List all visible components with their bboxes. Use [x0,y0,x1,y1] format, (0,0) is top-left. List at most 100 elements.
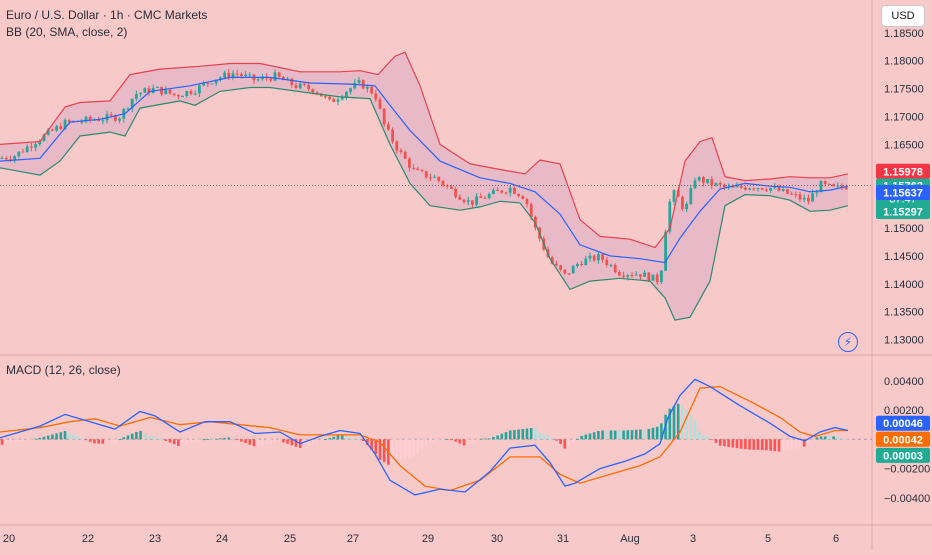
macd-histogram-bar [349,436,352,440]
macd-histogram-bar [290,439,294,446]
candle-body [17,151,21,157]
macd-histogram-bar [126,435,130,440]
time-tick-label: 22 [82,533,94,545]
macd-histogram-bar [412,439,415,457]
candle-body [819,181,823,193]
candle-body [336,99,340,102]
macd-histogram-bar [462,439,466,446]
candle-body [240,74,243,76]
macd-histogram-bar [231,438,235,440]
candle-body [765,189,768,191]
macd-histogram-bar [324,439,327,440]
candle-body [450,186,453,189]
time-tick-label: 29 [422,533,434,545]
macd-histogram-bar [723,439,726,447]
macd-histogram-bar [269,439,273,444]
candle-body [601,254,604,260]
candle-body [248,74,252,76]
macd-histogram-bar [38,437,42,440]
macd-histogram-bar [374,439,378,454]
macd-histogram-bar [93,439,96,444]
macd-histogram-bar [172,439,176,445]
candle-body [815,192,819,194]
macd-histogram-bar [441,439,445,441]
candle-body [664,231,667,271]
macd-histogram-bar [303,439,306,447]
candle-body [235,73,239,75]
macd-histogram-bar [227,437,231,440]
bb-lower-line [0,86,849,321]
macd-histogram-bar [88,439,92,442]
candle-body [202,83,205,86]
candle-body [823,181,827,184]
candle-body [844,187,848,190]
macd-histogram-bar [836,437,840,440]
candle-body [828,183,831,185]
candle-body [193,93,197,95]
macd-histogram-bar [529,428,533,440]
macd-histogram-bar [311,439,315,444]
macd-value-badge: 0.00046 [883,418,923,430]
candle-body [626,275,630,277]
candle-body [807,197,810,202]
candle-body [181,96,184,97]
macd-histogram-bar [202,439,205,441]
macd-histogram-bar [424,439,428,446]
candle-body [63,120,67,130]
candle-body [832,184,835,187]
candle-body [479,196,483,198]
candle-body [269,78,273,81]
candle-body [689,188,693,204]
macd-histogram-bar [135,432,138,440]
macd-histogram-bar [542,434,546,440]
candle-body [471,200,474,205]
macd-histogram-bar [240,439,243,442]
candle-body [710,179,714,186]
macd-histogram-bar [307,439,310,445]
candle-body [80,121,84,123]
candle-body [811,193,814,202]
candle-body [135,94,138,99]
currency-button[interactable]: USD [881,5,925,27]
candle-body [332,99,336,102]
macd-histogram-bar [378,439,382,460]
macd-indicator-label[interactable]: MACD (12, 26, close) [6,363,121,377]
candle-body [84,116,88,122]
macd-histogram-bar [546,435,550,440]
macd-histogram-bar [597,431,600,440]
bb-indicator-label[interactable]: BB (20, SMA, close, 2) [6,25,128,39]
macd-histogram-bar [567,439,571,446]
macd-histogram-bar [9,439,12,444]
macd-histogram-bar [395,439,399,462]
macd-histogram-bar [697,430,701,440]
candle-body [802,197,806,200]
macd-histogram-bar [458,439,462,444]
macd-histogram-bar [189,439,193,444]
macd-histogram-bar [223,437,226,440]
macd-histogram-bar [147,435,151,440]
macd-histogram-bar [445,439,449,440]
macd-histogram-bar [479,438,483,440]
time-tick-label: 20 [3,533,15,545]
candle-body [769,188,772,191]
macd-histogram-bar [130,433,134,440]
macd-histogram-bar [55,433,58,440]
macd-histogram-bar [626,430,630,440]
candle-body [408,158,411,168]
candle-body [147,88,151,93]
lightning-icon[interactable]: ⚡︎ [838,332,858,352]
macd-histogram-bar [315,439,319,442]
macd-histogram-bar [67,433,71,440]
macd-histogram-bar [735,439,739,449]
macd-histogram-bar [277,439,281,442]
macd-histogram-bar [681,405,684,440]
macd-histogram-bar [517,429,520,440]
macd-histogram-bar [219,438,222,440]
macd-histogram-bar [80,438,84,440]
candle-body [366,86,369,89]
candle-body [378,99,382,109]
macd-histogram-bar [534,428,537,440]
macd-histogram-bar [51,434,54,440]
